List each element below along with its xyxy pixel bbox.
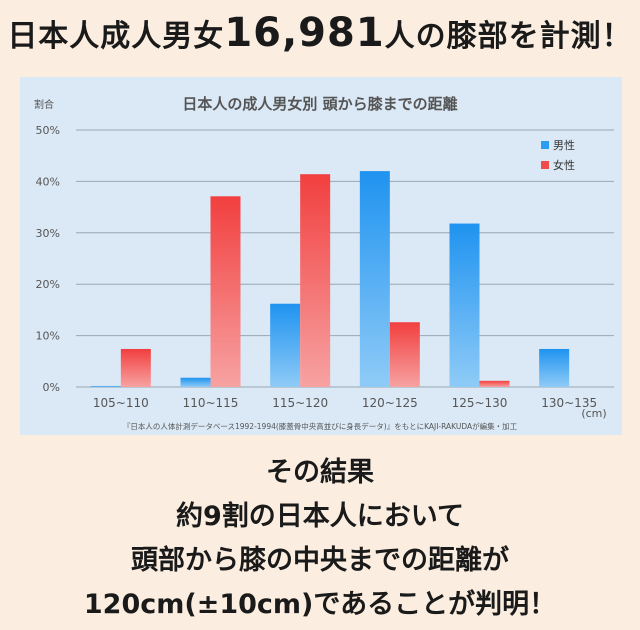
chart-source: 『日本人の人体計測データベース1992-1994(膝蓋骨中央高並びに身長データ)…: [123, 421, 518, 431]
headline: 日本人成人男女16,981人の膝部を計測！: [0, 10, 640, 56]
headline-suffix: 人の膝部を計測！: [384, 19, 633, 54]
headline-prefix: 日本人成人男女: [7, 19, 225, 54]
bar-male-125~130: [449, 223, 480, 387]
y-tick-labels: 0% 10% 20% 30% 40% 50%: [36, 124, 60, 394]
bar-male-110~115: [180, 377, 211, 387]
grid-lines: [76, 129, 614, 388]
x-tick-label: 120~125: [362, 396, 418, 410]
bar-male-115~120: [270, 303, 301, 387]
x-tick-label: 130~135: [541, 396, 597, 410]
legend-swatch-male: [541, 141, 549, 149]
conclusion-line-1: その結果: [266, 457, 374, 488]
y-tick-label: 30%: [36, 227, 60, 240]
y-axis-label: 割合: [34, 98, 54, 111]
chart-title: 日本人の成人男女別 頭から膝までの距離: [182, 95, 457, 113]
x-tick-label: 110~115: [183, 396, 239, 410]
bar-female-120~125: [389, 322, 420, 387]
conclusion-line-3: 頭部から膝の中央までの距離が: [131, 545, 509, 576]
y-tick-label: 10%: [36, 330, 60, 343]
x-tick-label: 115~120: [272, 396, 328, 410]
bar-female-115~120: [300, 174, 331, 387]
y-tick-label: 20%: [36, 278, 60, 291]
bar-female-125~130: [479, 380, 510, 387]
bar-female-110~115: [210, 196, 241, 387]
bar-female-105~110: [120, 348, 151, 387]
bar-chart: 日本人の成人男女別 頭から膝までの距離 割合 0% 10% 20% 30% 40% 50%…: [34, 95, 614, 431]
bars: [90, 171, 570, 387]
bar-male-130~135: [539, 348, 570, 387]
y-tick-label: 50%: [36, 124, 60, 137]
legend-label: 女性: [553, 158, 575, 172]
x-axis-unit: (cm): [581, 407, 606, 420]
x-tick-labels: 105~110 110~115 115~120 120~125 125~130 130~1…: [93, 396, 597, 410]
conclusion-line-4: 120cm(±10cm)であることが判明！: [83, 589, 557, 620]
headline-number: 16,981: [224, 10, 385, 56]
x-tick-label: 125~130: [452, 396, 508, 410]
legend-label: 男性: [553, 138, 575, 152]
bar-male-120~125: [359, 171, 390, 387]
legend-swatch-female: [541, 161, 549, 169]
x-tick-label: 105~110: [93, 396, 149, 410]
bar-male-105~110: [90, 385, 121, 387]
y-tick-label: 0%: [43, 381, 60, 394]
conclusion-line-2: 約9割の日本人において: [176, 501, 464, 532]
y-tick-label: 40%: [36, 175, 60, 188]
chart-panel: 日本人の成人男女別 頭から膝までの距離 割合 0% 10% 20% 30% 40% 50%…: [20, 77, 622, 435]
